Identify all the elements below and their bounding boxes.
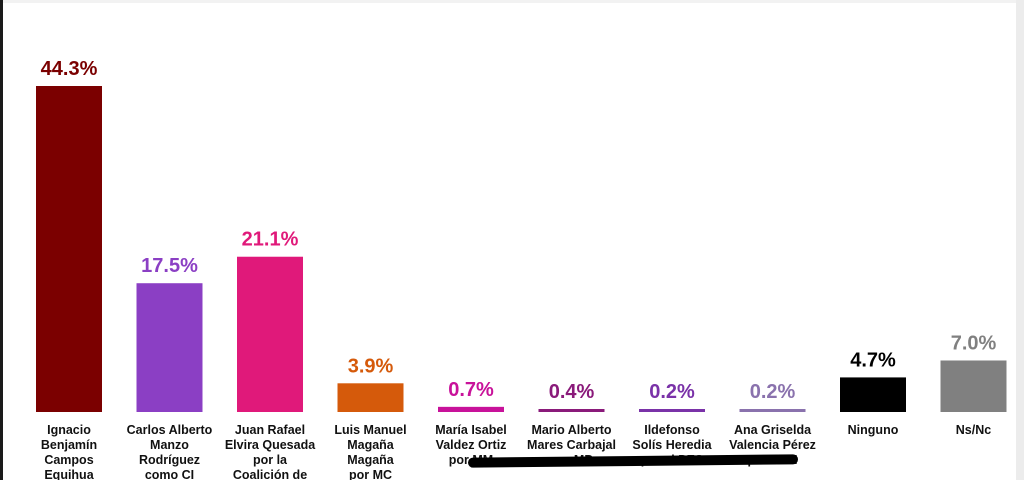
category-label-4-line-0: María Isabel (435, 423, 507, 437)
category-label-4-line-1: Valdez Ortiz (436, 438, 507, 452)
category-label-0-line-2: Campos (44, 453, 93, 467)
value-label-3: 3.9% (348, 355, 394, 377)
bar-1 (136, 283, 203, 412)
bar-2 (237, 256, 303, 412)
category-label-6-line-0: Ildefonso (644, 423, 700, 437)
category-label-5-line-0: Mario Alberto (531, 423, 611, 437)
category-label-1-line-2: Rodríguez (139, 453, 200, 467)
category-label-0-line-1: Benjamín (41, 438, 97, 452)
category-label-1-line-1: Manzo (150, 438, 189, 452)
bar-8 (840, 377, 906, 412)
bar-9 (940, 360, 1007, 412)
category-label-0-line-0: Ignacio (47, 423, 91, 437)
value-labels-group: 44.3% 17.5% 21.1% 3.9% 0.7% 0.4% 0.2% 0.2% 4.7% 7… (41, 58, 997, 403)
bar-7 (739, 409, 806, 412)
value-label-5: 0.4% (549, 381, 595, 403)
category-label-2-line-2: por la (253, 453, 288, 467)
category-label-3-line-0: Luis Manuel (334, 423, 406, 437)
category-label-5-line-1: Mares Carbajal (527, 438, 616, 452)
right-edge-strip (1016, 0, 1024, 480)
category-label-6-line-1: Solís Heredia (632, 438, 712, 452)
bar-6 (639, 409, 705, 412)
bar-0 (36, 86, 102, 412)
category-label-7-line-0: Ana Griselda (734, 423, 812, 437)
bar-5 (538, 409, 605, 412)
value-label-8: 4.7% (850, 349, 896, 371)
category-label-9-line-0: Ns/Nc (956, 423, 991, 437)
category-label-1-line-0: Carlos Alberto (127, 423, 213, 437)
bars-group (36, 86, 1007, 412)
category-label-0-line-3: Equihua (44, 468, 94, 480)
category-label-2-line-1: Elvira Quesada (225, 438, 316, 452)
value-label-1: 17.5% (141, 255, 198, 277)
category-label-8-line-0: Ninguno (848, 423, 899, 437)
bar-3 (337, 383, 404, 412)
top-edge-strip (0, 0, 1024, 3)
category-label-2-line-3: Coalición de (233, 468, 307, 480)
left-frame-border (0, 0, 3, 480)
value-label-9: 7.0% (951, 332, 997, 354)
value-label-7: 0.2% (750, 381, 796, 403)
category-label-2-line-0: Juan Rafael (235, 423, 305, 437)
category-label-7-line-1: Valencia Pérez (729, 438, 816, 452)
value-label-0: 44.3% (41, 58, 98, 80)
category-label-3-line-1: Magaña (347, 438, 395, 452)
value-label-4: 0.7% (448, 379, 494, 401)
bar-4 (438, 406, 504, 412)
category-label-3-line-3: por MC (349, 468, 392, 480)
value-label-6: 0.2% (649, 381, 695, 403)
value-label-2: 21.1% (242, 229, 299, 251)
category-label-1-line-3: como CI (145, 468, 194, 480)
category-label-3-line-2: Magaña (347, 453, 395, 467)
